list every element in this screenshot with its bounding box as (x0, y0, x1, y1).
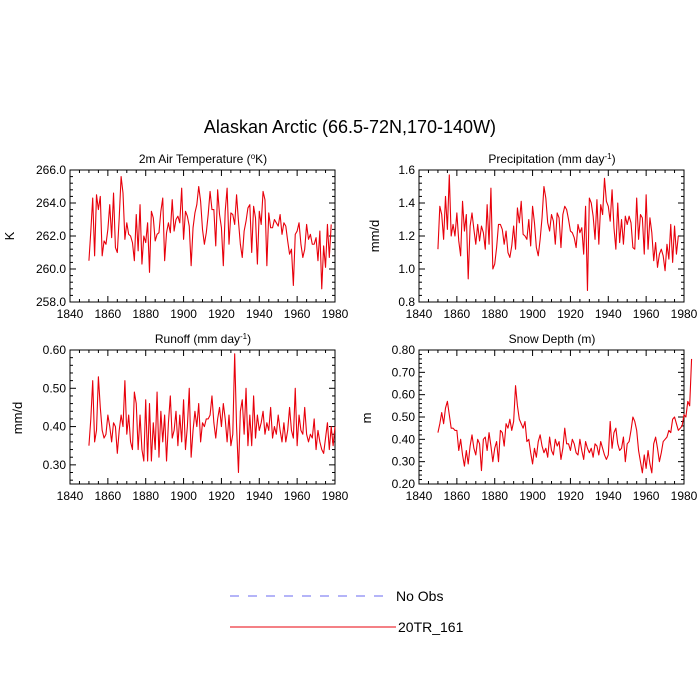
panel-runoff-ylabel: mm/d (10, 402, 25, 435)
panel-snow-depth-ylabel: m (359, 413, 374, 424)
y-tick-label: 0.80 (392, 343, 416, 357)
x-tick-label: 1920 (208, 489, 235, 503)
y-tick-label: 1.4 (398, 196, 415, 210)
x-tick-label: 1860 (95, 489, 122, 503)
x-tick-label: 1860 (444, 489, 471, 503)
y-tick-label: 0.40 (392, 432, 416, 446)
y-tick-label: 264.0 (36, 196, 66, 210)
series-line-20tr_161 (88, 176, 332, 290)
x-tick-label: 1900 (170, 489, 197, 503)
x-tick-label: 1980 (322, 489, 349, 503)
x-tick-label: 1980 (322, 307, 349, 321)
legend: No Obs 20TR_161 (230, 588, 464, 635)
panel-precipitation-title: Precipitation (mm day-1) (488, 152, 615, 167)
panel-snow-depth-frame (418, 349, 685, 485)
x-tick-label: 1900 (170, 307, 197, 321)
x-tick-label: 1860 (95, 307, 122, 321)
y-tick-label: 0.40 (43, 420, 67, 434)
series-line-20tr_161 (437, 174, 679, 292)
y-tick-label: 266.0 (36, 163, 66, 177)
y-tick-label: 0.60 (392, 388, 416, 402)
panel-snow-depth: Snow Depth (m) m 1840 1860 1880 1900 1920 194… (359, 332, 698, 503)
x-tick-label: 1980 (671, 307, 698, 321)
x-tick-label: 1960 (284, 307, 311, 321)
x-tick-label: 1880 (481, 307, 508, 321)
x-tick-label: 1840 (57, 489, 84, 503)
x-tick-label: 1900 (519, 307, 546, 321)
y-tick-label: 0.30 (43, 458, 67, 472)
panel-runoff-title: Runoff (mm day-1) (155, 332, 251, 347)
y-tick-label: 0.60 (43, 343, 67, 357)
x-tick-label: 1940 (595, 307, 622, 321)
y-tick-label: 262.0 (36, 229, 66, 243)
panel-runoff: Runoff (mm day-1) mm/d 1840 1860 1880 1900 1… (10, 332, 349, 504)
panel-precipitation: Precipitation (mm day-1) mm/d 1840 1860 18… (367, 152, 698, 322)
x-tick-label: 1860 (444, 307, 471, 321)
y-tick-label: 1.6 (398, 163, 415, 177)
x-tick-label: 1900 (519, 489, 546, 503)
x-tick-label: 1940 (595, 489, 622, 503)
series-line-20tr_161 (88, 353, 336, 474)
x-tick-label: 1940 (246, 307, 273, 321)
x-tick-label: 1960 (284, 489, 311, 503)
y-tick-label: 1.2 (398, 229, 415, 243)
y-tick-label: 260.0 (36, 262, 66, 276)
panel-air-temperature-ylabel: K (2, 231, 17, 240)
x-tick-label: 1880 (132, 307, 159, 321)
x-tick-label: 1920 (208, 307, 235, 321)
x-tick-label: 1920 (557, 307, 584, 321)
panel-precipitation-ylabel: mm/d (367, 220, 382, 253)
panel-snow-depth-title: Snow Depth (m) (509, 332, 596, 346)
y-tick-label: 0.70 (392, 365, 416, 379)
legend-no-obs-label: No Obs (396, 588, 443, 604)
panel-air-temperature: 2m Air Temperature (oK) K 1840 1860 1880 19… (2, 152, 349, 322)
x-tick-label: 1960 (633, 489, 660, 503)
x-tick-label: 1840 (406, 307, 433, 321)
x-tick-label: 1880 (481, 489, 508, 503)
panel-air-temperature-title: 2m Air Temperature (oK) (139, 152, 267, 167)
figure-title: Alaskan Arctic (66.5-72N,170-140W) (204, 117, 496, 137)
y-tick-label: 0.8 (398, 295, 415, 309)
x-tick-label: 1840 (406, 489, 433, 503)
y-tick-label: 0.30 (392, 455, 416, 469)
y-tick-label: 0.50 (392, 410, 416, 424)
x-tick-label: 1920 (557, 489, 584, 503)
y-tick-label: 0.20 (392, 477, 416, 491)
panel-runoff-frame (69, 349, 336, 485)
x-tick-label: 1880 (132, 489, 159, 503)
x-tick-label: 1940 (246, 489, 273, 503)
y-tick-label: 258.0 (36, 295, 66, 309)
series-line-20tr_161 (437, 358, 693, 474)
x-tick-label: 1960 (633, 307, 660, 321)
x-tick-label: 1840 (57, 307, 84, 321)
x-tick-label: 1980 (671, 489, 698, 503)
legend-20tr-161-label: 20TR_161 (398, 619, 464, 635)
y-tick-label: 0.50 (43, 381, 67, 395)
y-tick-label: 1.0 (398, 262, 415, 276)
